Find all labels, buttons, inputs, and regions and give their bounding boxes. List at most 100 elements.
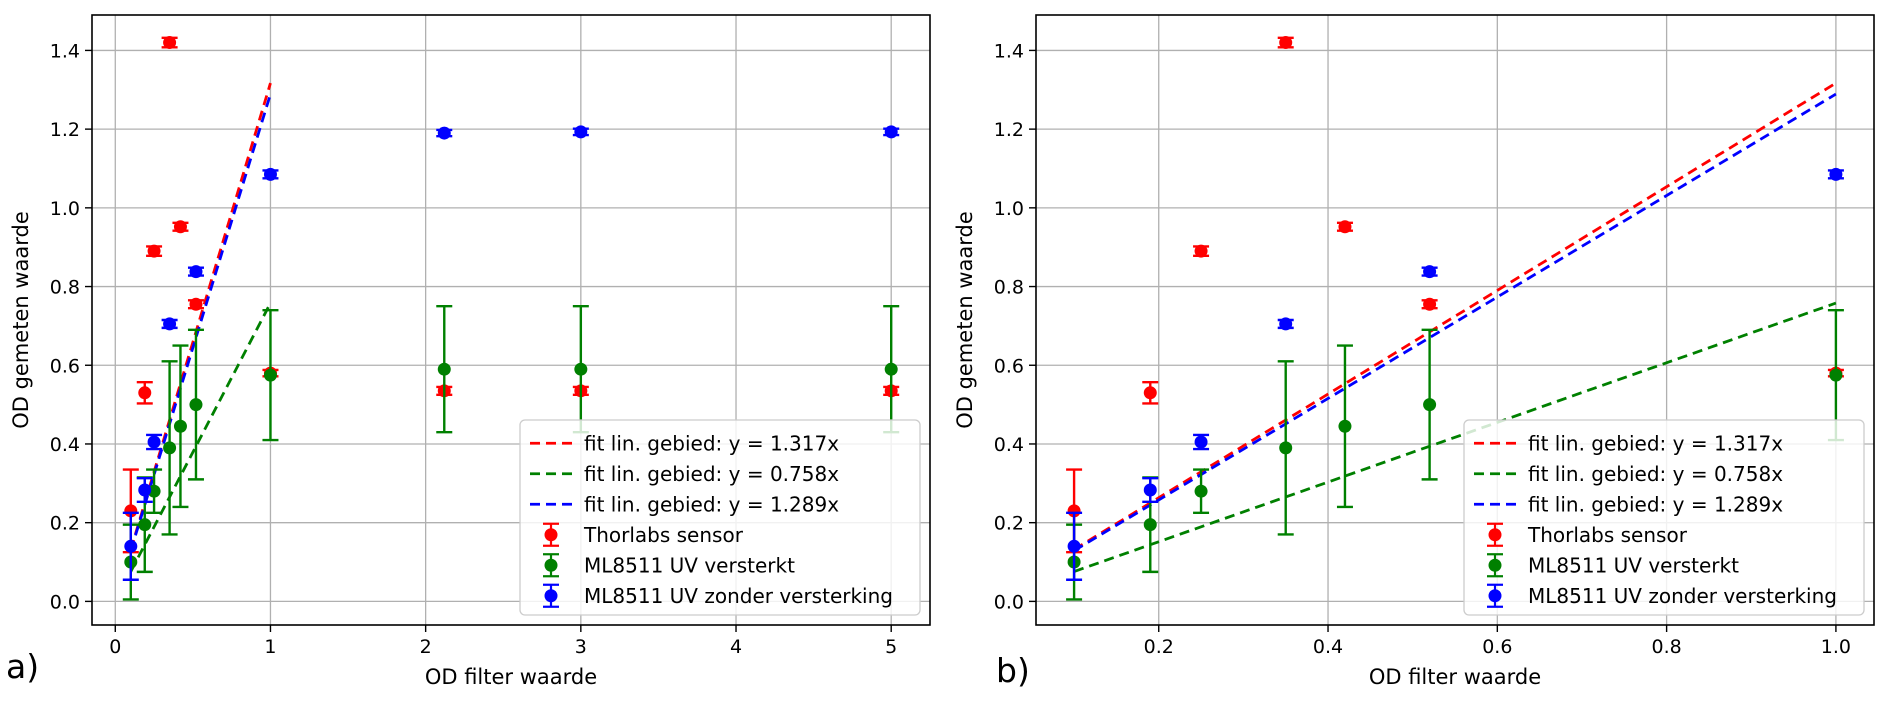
legend-entry: fit lin. gebied: y = 0.758x (530, 462, 839, 486)
legend: fit lin. gebied: y = 1.317x fit lin. gebi… (1463, 419, 1865, 616)
panel-label: a) (6, 647, 39, 686)
y-tick-label: 0.0 (994, 591, 1024, 613)
x-axis-label: OD filter waarde (1369, 665, 1541, 689)
x-tick-label: 0.6 (1482, 636, 1512, 658)
data-point (173, 419, 187, 433)
legend-label: Thorlabs sensor (1527, 523, 1688, 547)
data-point (1829, 368, 1843, 382)
legend-box (519, 419, 921, 616)
data-point (437, 362, 451, 376)
data-point (1279, 36, 1293, 50)
data-point (189, 265, 203, 279)
data-point (1194, 244, 1208, 258)
legend-entry: ML8511 UV zonder versterking (1487, 583, 1837, 608)
data-point (138, 386, 152, 400)
legend-label: fit lin. gebied: y = 1.289x (1528, 492, 1783, 516)
legend-swatch-marker (1488, 558, 1502, 572)
data-point (1194, 484, 1208, 498)
data-point (1829, 167, 1843, 181)
x-tick-label: 2 (420, 636, 432, 658)
legend-label: fit lin. gebied: y = 1.289x (584, 492, 839, 516)
legend-label: fit lin. gebied: y = 1.317x (1528, 431, 1783, 455)
legend-label: fit lin. gebied: y = 1.317x (584, 431, 839, 455)
x-tick-label: 0.8 (1652, 636, 1682, 658)
legend-entry: fit lin. gebied: y = 1.317x (530, 431, 839, 455)
fit-line (129, 93, 272, 552)
legend-entry: fit lin. gebied: y = 0.758x (1474, 462, 1783, 486)
data-point (138, 483, 152, 497)
data-point (138, 518, 152, 532)
y-axis-label: OD gemeten waarde (953, 211, 977, 429)
plot-area (1066, 36, 1844, 601)
legend-entry: ML8511 UV zonder versterking (543, 583, 893, 608)
legend-label: ML8511 UV versterkt (1528, 553, 1739, 577)
legend-entry: ML8511 UV versterkt (1487, 553, 1739, 578)
data-point (163, 36, 177, 50)
x-axis-label: OD filter waarde (425, 665, 597, 689)
data-point (1279, 317, 1293, 331)
y-tick-label: 0.2 (50, 513, 80, 535)
legend-swatch-marker (1488, 589, 1502, 603)
legend-label: ML8511 UV versterkt (584, 553, 795, 577)
y-tick-label: 0.2 (994, 513, 1024, 535)
legend-label: Thorlabs sensor (583, 523, 744, 547)
legend-swatch-marker (544, 528, 558, 542)
y-tick-label: 1.2 (994, 119, 1024, 141)
legend-entry: Thorlabs sensor (543, 522, 744, 547)
legend-box (1463, 419, 1865, 616)
x-tick-label: 4 (730, 636, 742, 658)
data-point (1143, 483, 1157, 497)
x-tick-label: 1 (264, 636, 276, 658)
legend-entry: fit lin. gebied: y = 1.289x (530, 492, 839, 516)
legend-entry: fit lin. gebied: y = 1.289x (1474, 492, 1783, 516)
series-ml8511-uv-versterkt (122, 305, 900, 601)
y-tick-label: 1.2 (50, 119, 80, 141)
legend-label: ML8511 UV zonder versterking (584, 584, 893, 608)
legend-swatch-marker (1488, 528, 1502, 542)
data-point (147, 244, 161, 258)
data-point (163, 317, 177, 331)
data-point (1423, 265, 1437, 279)
axes-frame (1035, 14, 1875, 626)
legend-label: fit lin. gebied: y = 0.758x (1528, 462, 1783, 486)
chart-panel-a: 0 1 2 3 4 5 0.0 0.2 0.4 0.6 0.8 1.0 1.2 1.4 OD filter … (6, 14, 931, 689)
data-point (263, 167, 277, 181)
x-tick-label: 3 (575, 636, 587, 658)
y-tick-label: 0.6 (994, 355, 1024, 377)
data-point (147, 435, 161, 449)
data-point (1067, 504, 1081, 518)
data-point (189, 297, 203, 311)
y-tick-label: 1.0 (50, 198, 80, 220)
data-point (1143, 386, 1157, 400)
data-point (1194, 435, 1208, 449)
y-axis-label: OD gemeten waarde (9, 211, 33, 429)
data-point (574, 362, 588, 376)
data-point (437, 126, 451, 140)
data-point (1067, 539, 1081, 553)
y-tick-label: 0.6 (50, 355, 80, 377)
data-point (884, 125, 898, 139)
y-tick-label: 1.4 (50, 40, 80, 62)
data-point (574, 125, 588, 139)
data-point (884, 362, 898, 376)
y-tick-label: 0.4 (50, 434, 80, 456)
series-ml8511-uv-zonder-versterking (1066, 167, 1844, 581)
data-point (1338, 220, 1352, 234)
y-tick-label: 0.0 (50, 591, 80, 613)
series-ml8511-uv-zonder-versterking (122, 125, 900, 581)
data-point (1143, 518, 1157, 532)
data-point (1279, 441, 1293, 455)
data-point (1423, 398, 1437, 412)
x-tick-label: 0 (109, 636, 121, 658)
legend-entry: fit lin. gebied: y = 1.317x (1474, 431, 1783, 455)
fit-line (129, 302, 272, 573)
x-tick-label: 0.2 (1144, 636, 1174, 658)
data-point (189, 398, 203, 412)
y-tick-label: 1.4 (994, 40, 1024, 62)
legend-swatch-marker (544, 589, 558, 603)
y-tick-label: 0.8 (994, 277, 1024, 299)
x-tick-label: 1.0 (1821, 636, 1851, 658)
fit-line (1073, 301, 1837, 573)
x-tick-label: 0.4 (1313, 636, 1343, 658)
